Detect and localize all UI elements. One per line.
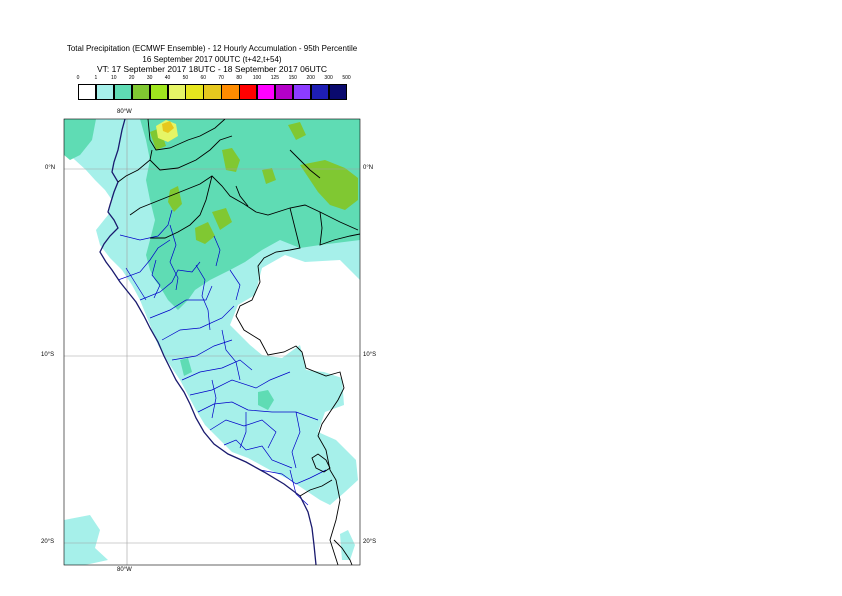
lon-label-bottom: 80°W <box>117 567 132 573</box>
admin-boundary <box>161 305 235 341</box>
legend-tick-label: 70 <box>218 75 224 81</box>
lon-label-top: 80°W <box>117 109 132 115</box>
precip-medium-area <box>180 358 192 376</box>
legend-tick-label: 40 <box>164 75 171 81</box>
admin-boundary <box>195 264 211 331</box>
admin-boundary <box>259 469 327 485</box>
admin-boundary <box>119 209 173 241</box>
legend-tick-label: 50 <box>182 75 189 81</box>
legend-tick-label: 30 <box>146 75 153 81</box>
title-line-2: 16 September 2017 00UTC (t+42,t+54) <box>142 55 282 64</box>
admin-boundary <box>291 411 301 469</box>
legend-color-box <box>131 84 151 100</box>
precip-medium-area <box>64 119 96 160</box>
country-border <box>117 149 153 183</box>
admin-boundary <box>181 359 253 381</box>
legend-tick-label: 60 <box>200 75 207 81</box>
admin-boundary <box>125 267 147 301</box>
legend-color-box <box>221 84 240 100</box>
lat-label-20s-right: 20°S <box>363 539 377 545</box>
admin-boundary <box>213 235 221 267</box>
admin-boundary <box>171 339 233 361</box>
admin-boundary <box>211 379 217 419</box>
lat-label-20s-left: 20°S <box>41 539 55 545</box>
lat-label-0-right: 0°N <box>363 165 374 171</box>
legend-tick-label: 100 <box>252 75 262 81</box>
admin-boundary <box>149 285 213 319</box>
coastline <box>99 119 317 565</box>
admin-boundary <box>169 224 179 291</box>
precip-light-area <box>340 530 355 560</box>
legend-tick-label: 125 <box>270 75 280 81</box>
legend-color-box <box>78 84 97 100</box>
precip-green-area <box>288 122 306 140</box>
country-border <box>150 175 213 239</box>
legend-tick-label: 20 <box>128 75 135 81</box>
country-border <box>299 479 333 497</box>
legend-color-box <box>257 84 276 100</box>
country-border <box>235 185 249 207</box>
legend-color-box <box>292 84 312 100</box>
precip-orange-area <box>162 121 174 133</box>
admin-boundary <box>189 371 291 396</box>
admin-boundary <box>289 469 309 506</box>
precip-green-area <box>150 128 166 150</box>
precip-green-area <box>212 208 232 230</box>
legend-tick-label: 300 <box>324 75 333 81</box>
legend-tick-label: 1 <box>94 75 98 81</box>
lat-label-0-left: 0°N <box>45 165 56 171</box>
admin-boundary <box>223 439 293 469</box>
legend-tick-label: 0 <box>76 75 80 81</box>
legend-tick-label: 10 <box>111 75 117 81</box>
title-line-3: VT: 17 September 2017 18UTC - 18 Septemb… <box>96 64 328 74</box>
country-border <box>319 211 360 246</box>
title-line-1: Total Precipitation (ECMWF Ensemble) - 1… <box>66 44 358 53</box>
admin-boundary <box>151 259 161 299</box>
precip-light-area <box>64 515 108 565</box>
country-border <box>147 119 226 151</box>
legend-tick-label: 150 <box>288 75 297 81</box>
legend-tick-label: 200 <box>306 75 315 81</box>
legend-color-box <box>274 84 294 100</box>
legend-color-box <box>149 84 168 100</box>
legend-color-box <box>185 84 204 100</box>
admin-boundary <box>139 261 201 301</box>
admin-boundary <box>229 269 241 301</box>
legend-color-box <box>95 84 115 100</box>
country-border <box>289 149 321 179</box>
legend-color-box <box>203 84 222 100</box>
country-border <box>149 135 233 171</box>
graticule <box>64 119 360 565</box>
legend-color-box <box>310 84 330 100</box>
admin-boundary <box>239 412 247 449</box>
legend-color-box <box>113 84 133 100</box>
precip-green-area <box>300 160 358 210</box>
legend-tick-label: 80 <box>236 75 242 81</box>
precip-green-area <box>195 222 215 244</box>
lake-titicaca <box>311 453 331 473</box>
legend-tick-label: 500 <box>342 75 351 81</box>
country-borders <box>117 119 360 565</box>
admin-boundaries <box>117 209 327 506</box>
precip-green-area <box>222 148 240 172</box>
map-frame <box>63 118 361 566</box>
precip-medium-area <box>258 390 274 410</box>
lat-label-10s-right: 10°S <box>363 352 377 358</box>
admin-boundary <box>117 239 171 281</box>
country-border <box>129 175 359 231</box>
lat-label-10s-left: 10°S <box>41 352 55 358</box>
precipitation-shading <box>64 119 360 565</box>
legend-color-box <box>239 84 258 100</box>
precip-green-area <box>262 168 276 184</box>
admin-boundary <box>209 419 277 449</box>
admin-boundary <box>221 329 241 381</box>
legend-color-box <box>167 84 186 100</box>
country-border <box>333 539 353 565</box>
legend-color-box <box>328 84 347 100</box>
